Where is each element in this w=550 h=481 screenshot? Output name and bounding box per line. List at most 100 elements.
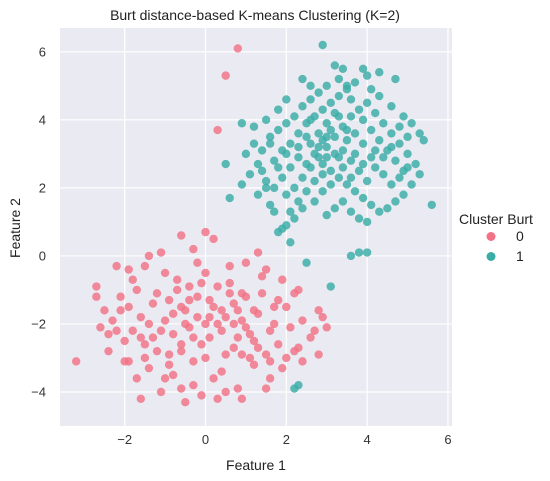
- data-point-cluster-1: [286, 238, 295, 247]
- data-point-cluster-0: [189, 333, 198, 342]
- data-point-cluster-0: [144, 251, 154, 261]
- data-point-cluster-0: [168, 309, 178, 318]
- data-point-cluster-0: [168, 329, 178, 339]
- data-point-cluster-1: [265, 139, 275, 148]
- data-point-cluster-0: [261, 265, 271, 274]
- chart-title: Burt distance-based K-means Clustering (…: [110, 7, 400, 23]
- data-point-cluster-1: [346, 156, 356, 165]
- data-point-cluster-0: [221, 312, 230, 322]
- data-point-cluster-0: [265, 357, 275, 366]
- data-point-cluster-1: [415, 129, 424, 138]
- data-point-cluster-0: [265, 374, 275, 383]
- legend-marker-1: [486, 252, 496, 261]
- data-point-cluster-0: [233, 44, 243, 53]
- data-point-cluster-1: [310, 149, 319, 159]
- data-point-cluster-0: [193, 258, 202, 267]
- data-point-cluster-0: [233, 384, 243, 393]
- data-point-cluster-0: [160, 268, 170, 278]
- data-point-cluster-0: [249, 306, 259, 315]
- data-point-cluster-1: [379, 119, 388, 128]
- data-point-cluster-1: [318, 40, 327, 50]
- data-point-cluster-1: [306, 95, 315, 104]
- data-point-cluster-0: [314, 306, 323, 315]
- data-point-cluster-1: [407, 119, 416, 128]
- data-point-cluster-0: [152, 346, 162, 356]
- data-point-cluster-1: [265, 132, 275, 142]
- data-point-cluster-1: [326, 125, 335, 135]
- data-point-cluster-1: [342, 81, 352, 91]
- data-point-cluster-0: [237, 316, 247, 325]
- data-point-cluster-0: [253, 343, 263, 352]
- data-point-cluster-0: [306, 333, 315, 342]
- data-point-cluster-1: [330, 132, 340, 142]
- data-point-cluster-1: [354, 214, 364, 223]
- data-point-cluster-1: [371, 108, 380, 118]
- data-point-cluster-1: [225, 193, 234, 203]
- data-point-cluster-0: [298, 316, 307, 325]
- data-point-cluster-0: [245, 353, 255, 363]
- data-point-cluster-1: [326, 282, 335, 291]
- y-tick-label: 4: [39, 112, 46, 127]
- data-point-cluster-1: [391, 197, 400, 206]
- x-tick-label: 0: [202, 432, 209, 447]
- data-point-cluster-1: [346, 251, 356, 261]
- data-point-cluster-1: [375, 68, 384, 77]
- data-point-cluster-1: [427, 200, 436, 210]
- data-point-cluster-1: [326, 180, 335, 189]
- data-point-cluster-1: [282, 149, 291, 159]
- data-point-cluster-1: [366, 200, 376, 210]
- data-point-cluster-1: [286, 207, 295, 216]
- data-point-cluster-0: [148, 299, 158, 308]
- data-point-cluster-0: [197, 391, 206, 400]
- data-point-cluster-0: [104, 346, 113, 356]
- data-point-cluster-1: [265, 200, 275, 210]
- data-point-cluster-1: [366, 153, 376, 162]
- data-point-cluster-0: [124, 302, 133, 312]
- data-point-cluster-0: [160, 374, 170, 383]
- data-point-cluster-1: [253, 159, 263, 169]
- data-point-cluster-1: [362, 248, 372, 257]
- data-point-cluster-1: [326, 166, 335, 176]
- data-point-cluster-1: [314, 142, 323, 152]
- data-points: [71, 40, 436, 407]
- data-point-cluster-0: [322, 323, 331, 332]
- data-point-cluster-0: [221, 71, 230, 80]
- data-point-cluster-1: [350, 78, 360, 87]
- data-point-cluster-1: [322, 81, 331, 91]
- data-point-cluster-1: [366, 85, 376, 94]
- data-point-cluster-1: [298, 204, 307, 213]
- data-point-cluster-0: [148, 333, 158, 342]
- data-point-cluster-1: [274, 163, 283, 172]
- data-point-cluster-1: [358, 115, 368, 125]
- data-point-cluster-1: [261, 176, 271, 186]
- data-point-cluster-0: [120, 357, 129, 366]
- data-point-cluster-1: [298, 74, 307, 84]
- x-tick-label: 2: [283, 432, 290, 447]
- data-point-cluster-1: [253, 190, 263, 199]
- data-point-cluster-0: [314, 350, 323, 359]
- data-point-cluster-0: [193, 312, 202, 322]
- data-point-cluster-0: [132, 374, 141, 383]
- data-point-cluster-0: [100, 306, 109, 315]
- data-point-cluster-0: [185, 282, 194, 291]
- data-point-cluster-0: [128, 275, 137, 284]
- data-point-cluster-0: [257, 272, 267, 281]
- data-point-cluster-1: [330, 204, 340, 213]
- data-point-cluster-1: [350, 187, 360, 196]
- data-point-cluster-0: [177, 346, 186, 356]
- data-point-cluster-1: [237, 119, 247, 128]
- data-point-cluster-1: [286, 163, 295, 172]
- data-point-cluster-0: [92, 282, 101, 291]
- data-point-cluster-1: [399, 166, 408, 176]
- data-point-cluster-1: [261, 183, 271, 193]
- data-point-cluster-1: [338, 146, 348, 155]
- data-point-cluster-1: [350, 149, 360, 159]
- data-point-cluster-1: [371, 146, 380, 155]
- data-point-cluster-1: [383, 146, 392, 155]
- legend-label-0: 0: [516, 228, 524, 244]
- data-point-cluster-1: [403, 132, 412, 142]
- data-point-cluster-1: [322, 132, 331, 142]
- data-point-cluster-0: [189, 357, 198, 366]
- data-point-cluster-1: [306, 115, 315, 125]
- data-point-cluster-0: [172, 285, 182, 295]
